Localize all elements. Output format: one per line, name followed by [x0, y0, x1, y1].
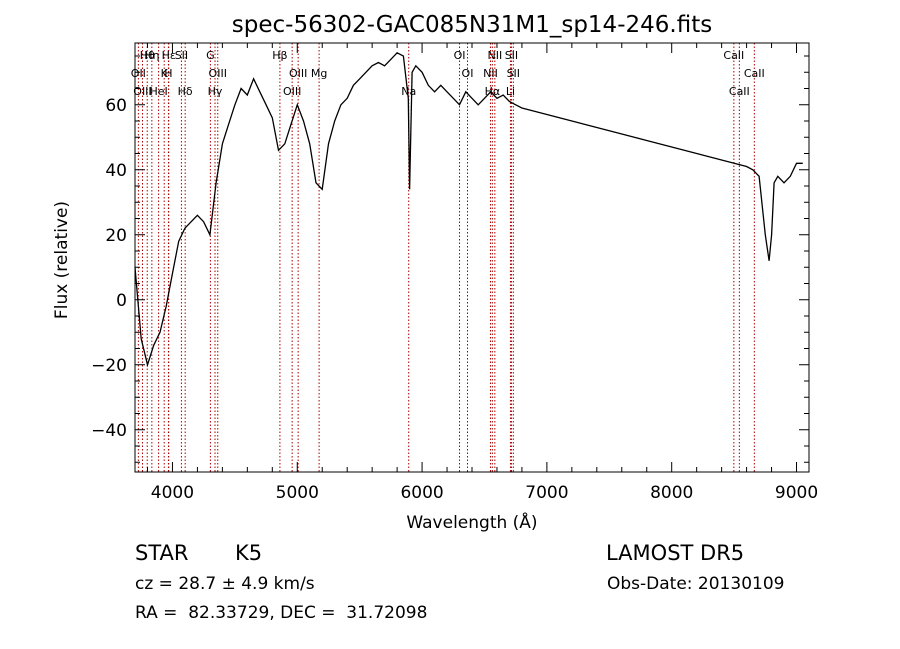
- x-tick-label: 8000: [650, 483, 693, 503]
- line-label: Hγ: [208, 85, 223, 98]
- x-axis: 4000 5000 6000 7000 8000 9000: [146, 43, 818, 503]
- line-label: SII: [507, 67, 520, 80]
- redshift: cz = 28.7 ± 4.9 km/s: [135, 574, 315, 594]
- y-tick-label: 40: [105, 161, 127, 181]
- chart-title: spec-56302-GAC085N31M1_sp14-246.fits: [232, 12, 712, 38]
- x-tick-label: 4000: [151, 483, 194, 503]
- line-label: Hδ: [178, 85, 193, 98]
- x-tick-label: 6000: [400, 483, 443, 503]
- line-label: HeI: [149, 85, 167, 98]
- x-tick-label: 9000: [775, 483, 818, 503]
- y-tick-label: 20: [105, 226, 127, 246]
- line-label: OI: [454, 49, 466, 62]
- line-label: OII: [131, 67, 146, 80]
- line-label: OIII: [289, 67, 307, 80]
- line-label: OI: [462, 67, 474, 80]
- line-label: G: [206, 49, 215, 62]
- line-label: Mg: [311, 67, 327, 80]
- line-label: CaII: [744, 67, 765, 80]
- line-label: Na: [401, 85, 416, 98]
- spectral-line-labels: HθOIIOIIIHηKHeIHεHHδSIIOIIIHγGOIIIOIIIHβ…: [131, 49, 765, 98]
- object-class: STAR: [135, 541, 189, 565]
- line-label: SII: [505, 49, 518, 62]
- survey-name: LAMOST DR5: [606, 541, 745, 565]
- line-label: NII: [483, 67, 498, 80]
- subclass: K5: [235, 541, 263, 565]
- spectral-line-markers: [137, 43, 755, 472]
- line-label: CaII: [723, 49, 744, 62]
- y-tick-label: 0: [116, 291, 127, 311]
- line-label: NII: [487, 49, 502, 62]
- y-tick-label: 60: [105, 96, 127, 116]
- coordinates: RA = 82.33729, DEC = 31.72098: [135, 603, 428, 623]
- x-axis-label: Wavelength (Å): [406, 511, 537, 533]
- x-tick-label: 5000: [276, 483, 319, 503]
- y-tick-label: −20: [91, 356, 127, 376]
- line-label: H: [164, 67, 172, 80]
- line-label: Hβ: [272, 49, 287, 62]
- line-label: K: [161, 67, 169, 80]
- y-axis: −40 −20 0 20 40 60: [91, 55, 809, 463]
- line-label: CaII: [729, 85, 750, 98]
- x-tick-label: 7000: [525, 483, 568, 503]
- series-spectrum: [134, 52, 803, 368]
- line-label: Li: [506, 85, 515, 98]
- line-label: Hθ: [140, 49, 155, 62]
- line-label: OIII: [283, 85, 301, 98]
- y-tick-label: −40: [91, 421, 127, 441]
- spectrum-plot: spec-56302-GAC085N31M1_sp14-246.fits Hθ O…: [52, 12, 818, 533]
- line-label: SII: [175, 49, 188, 62]
- line-label: Hη: [144, 49, 159, 62]
- y-axis-label: Flux (relative): [52, 201, 72, 319]
- line-label: OIII: [209, 67, 227, 80]
- obs-date: Obs-Date: 20130109: [607, 574, 785, 594]
- plot-frame: [134, 42, 810, 473]
